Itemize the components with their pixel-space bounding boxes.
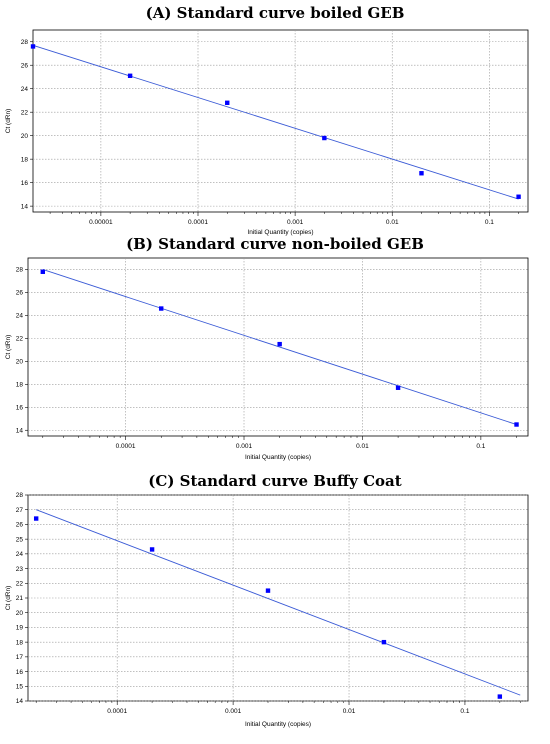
y-tick-label: 20	[21, 133, 29, 140]
x-tick-label: 0.001	[225, 708, 242, 715]
y-tick-label: 18	[16, 382, 24, 389]
x-tick-label: 0.01	[356, 443, 369, 450]
y-tick-label: 14	[16, 698, 24, 705]
data-point	[381, 639, 387, 645]
data-point	[159, 306, 164, 311]
y-tick-label: 27	[16, 507, 24, 514]
x-tick-label: 0.0001	[116, 443, 136, 450]
data-point	[149, 547, 155, 552]
data-point	[40, 269, 45, 274]
x-axis-label: Initial Quantity (copies)	[245, 454, 311, 461]
plot-area	[27, 257, 529, 437]
x-tick-label: 0.1	[485, 219, 494, 226]
chart-title-c: (C) Standard curve Buffy Coat	[148, 472, 402, 490]
data-point	[277, 341, 282, 347]
y-tick-label: 26	[16, 522, 24, 529]
y-tick-label: 16	[21, 180, 29, 187]
x-tick-label: 0.01	[343, 708, 356, 715]
y-tick-label: 16	[16, 669, 24, 676]
y-axis-label: Ct (dRn)	[5, 335, 12, 360]
chart-a: 0.00001 0.0001 0.001 0.01 0.1 14 16 18 20 22 24 26 2…	[5, 29, 529, 236]
y-tick-label: 28	[16, 267, 24, 274]
y-tick-label: 22	[21, 109, 29, 116]
y-tick-label: 20	[16, 610, 24, 617]
x-tick-label: 0.0001	[188, 219, 208, 226]
y-tick-label: 24	[16, 551, 24, 558]
x-tick-label: 0.01	[386, 219, 399, 226]
y-tick-label: 17	[16, 654, 24, 661]
y-tick-label: 20	[16, 359, 24, 366]
data-point	[419, 171, 424, 176]
y-axis-label: Ct (dRn)	[5, 586, 12, 611]
x-tick-label: 0.001	[287, 219, 304, 226]
chart-c: 0.0001 0.001 0.01 0.1 14 15 16 17 18 19 20 21 22 23 24…	[5, 492, 529, 728]
y-tick-label: 16	[16, 404, 24, 411]
y-tick-label: 23	[16, 566, 24, 573]
data-point	[265, 588, 271, 593]
data-point	[33, 516, 39, 521]
chart-b: 0.0001 0.001 0.01 0.1 14 16 18 20 22 24 26 28 Initia…	[5, 257, 529, 461]
y-axis-label: Ct (dRn)	[5, 109, 12, 134]
x-tick-label: 0.1	[476, 443, 485, 450]
y-tick-label: 18	[16, 639, 24, 646]
y-tick-label: 24	[16, 313, 24, 320]
chart-title-b: (B) Standard curve non-boiled GEB	[126, 235, 424, 253]
regression-line	[42, 269, 517, 425]
x-tick-label: 0.0001	[107, 708, 127, 715]
chart-title-a: (A) Standard curve boiled GEB	[145, 4, 405, 22]
y-tick-label: 28	[21, 39, 29, 46]
y-tick-label: 24	[21, 86, 29, 93]
y-tick-label: 26	[16, 290, 24, 297]
y-tick-label: 15	[16, 683, 24, 690]
data-point	[322, 135, 327, 141]
data-point	[127, 73, 133, 78]
data-point	[497, 694, 503, 699]
x-tick-label: 0.001	[236, 443, 253, 450]
x-axis-label: Initial Quantity (copies)	[247, 229, 313, 236]
y-tick-label: 26	[21, 62, 29, 69]
y-tick-label: 22	[16, 580, 24, 587]
y-tick-label: 21	[16, 595, 24, 602]
y-tick-label: 14	[16, 427, 24, 434]
plot-area	[32, 29, 529, 213]
data-point	[516, 194, 521, 199]
data-point	[395, 385, 401, 390]
data-point	[30, 44, 36, 49]
data-point	[514, 422, 519, 427]
x-tick-label: 0.1	[460, 708, 469, 715]
x-tick-label: 0.00001	[89, 219, 113, 226]
x-axis-label: Initial Quantity (copies)	[245, 721, 311, 728]
y-tick-label: 22	[16, 336, 24, 343]
y-tick-label: 19	[16, 625, 24, 632]
regression-line	[36, 509, 521, 696]
y-tick-label: 18	[21, 156, 29, 163]
regression-line	[32, 44, 519, 200]
data-point	[225, 100, 230, 105]
y-tick-label: 28	[16, 492, 24, 499]
y-tick-label: 25	[16, 536, 24, 543]
y-tick-label: 14	[21, 203, 29, 210]
